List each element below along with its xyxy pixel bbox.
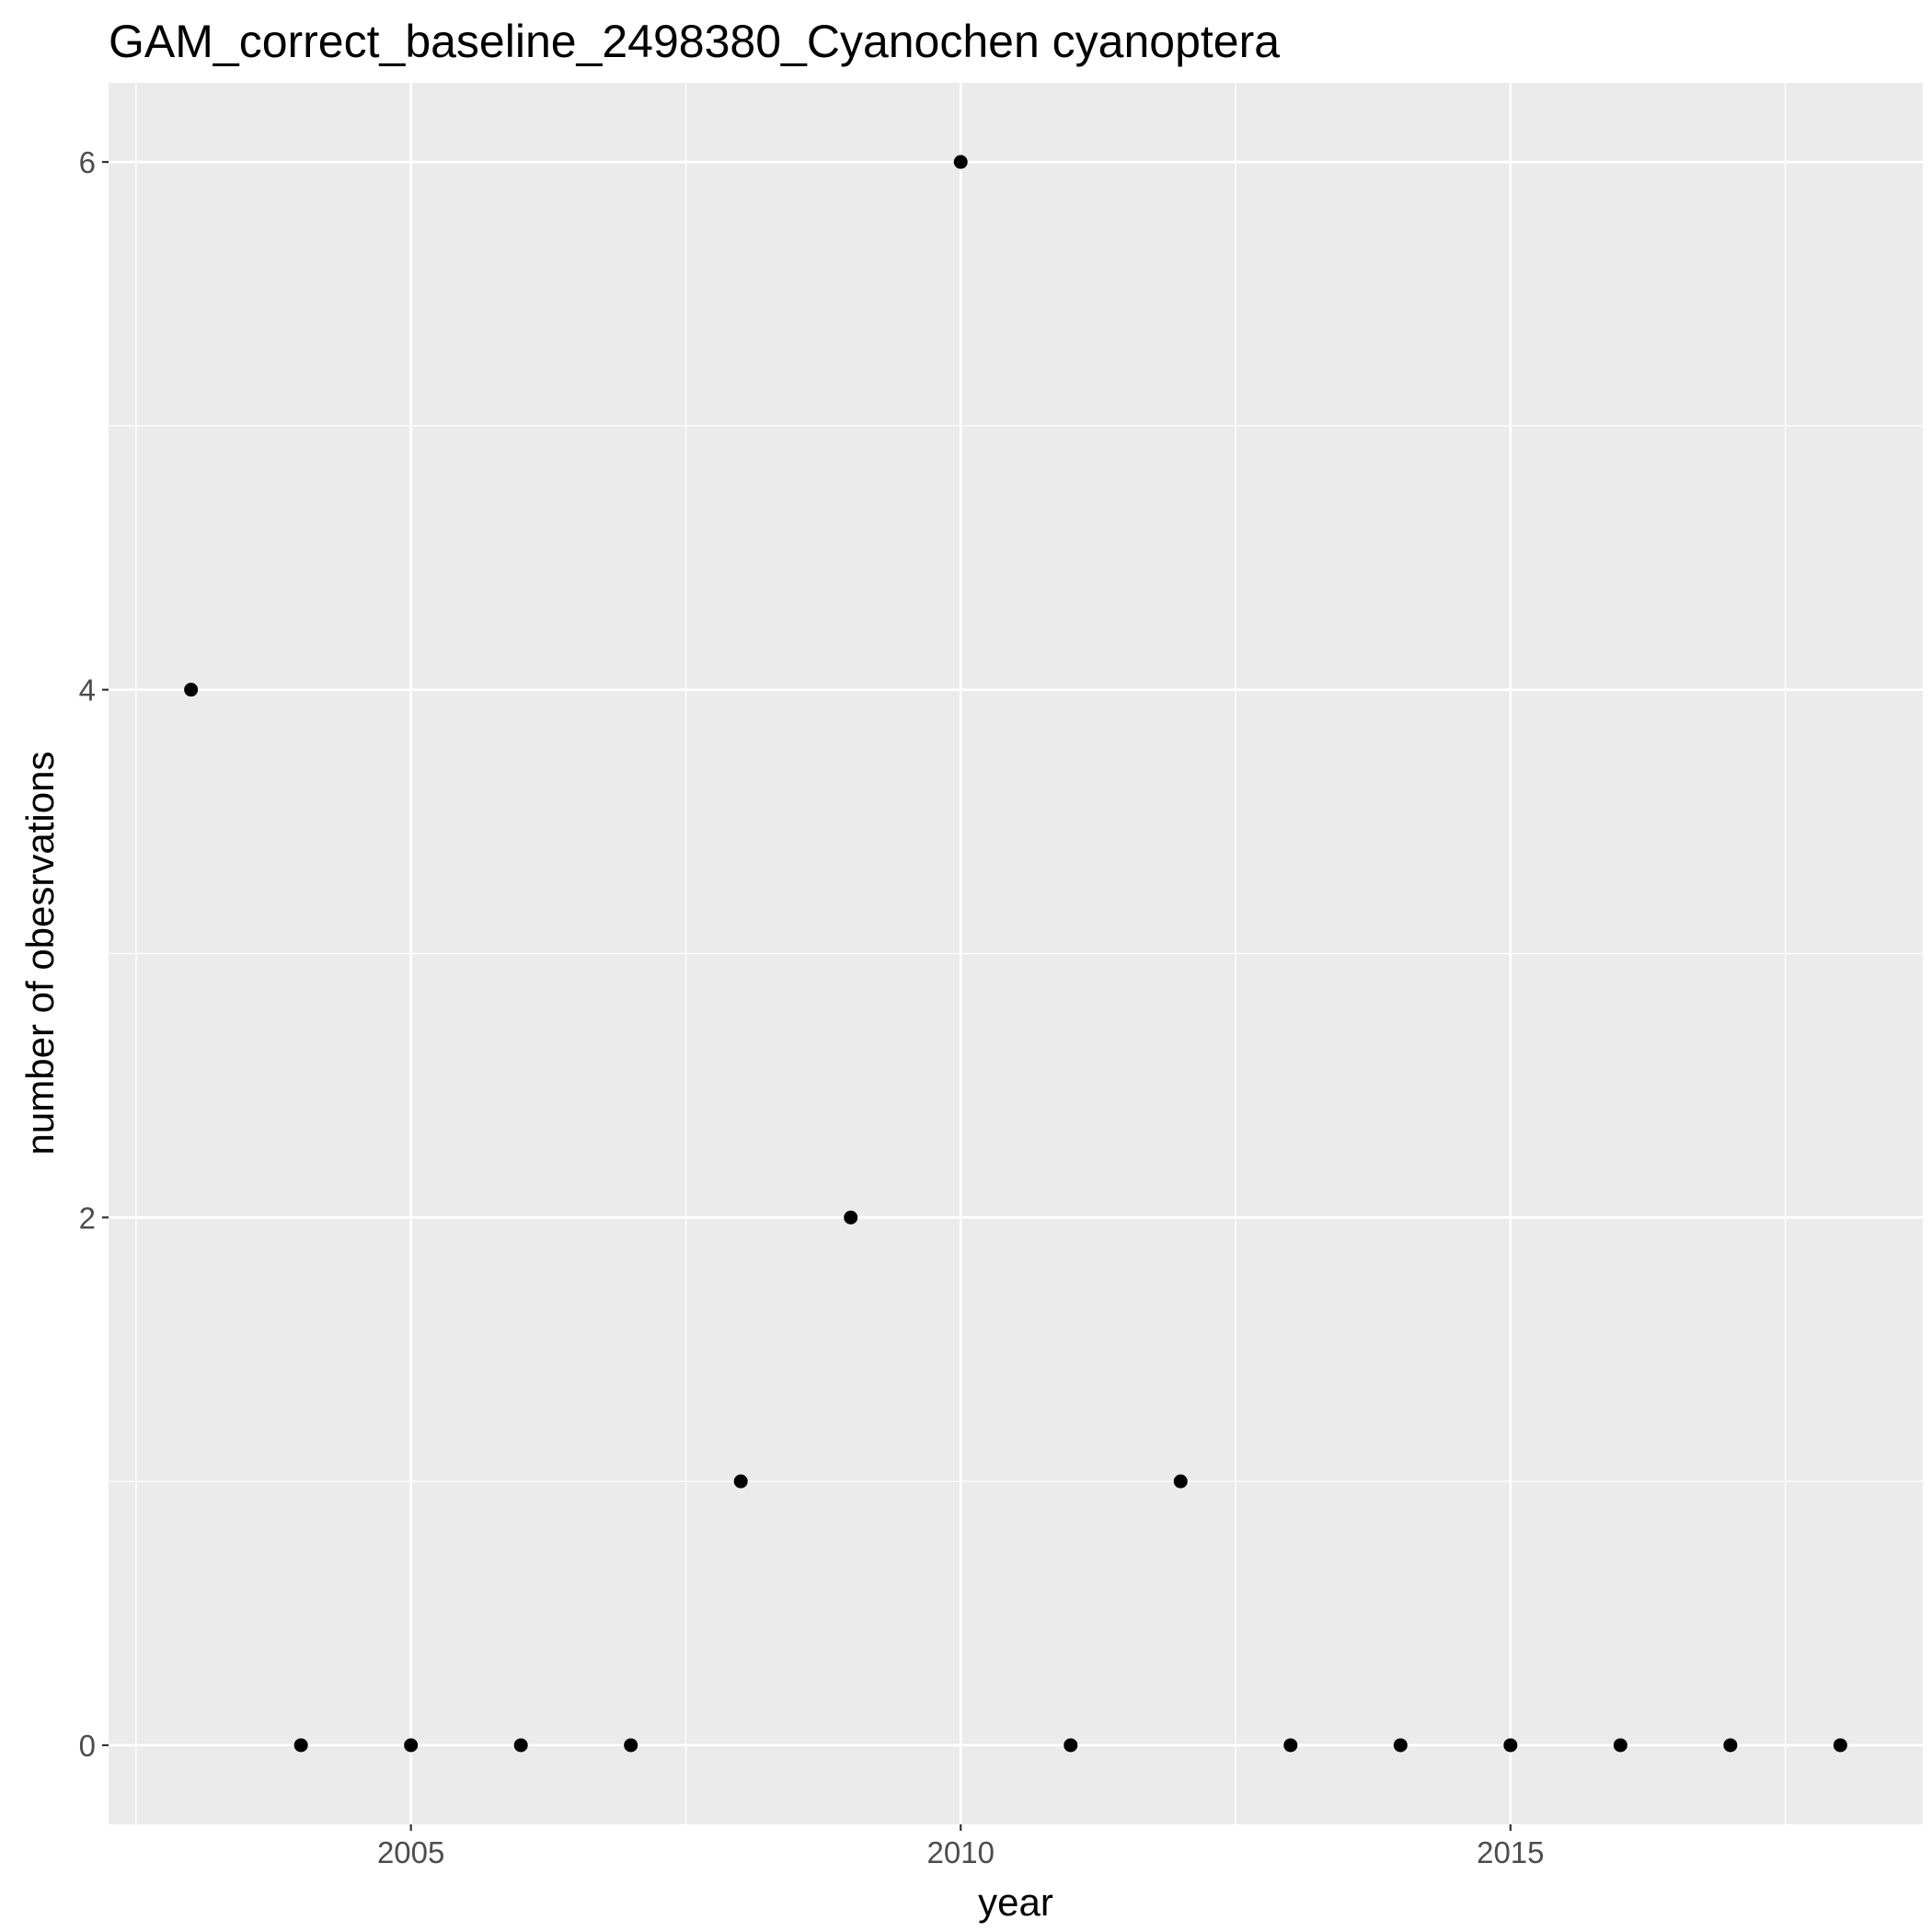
- x-tick-label: 2010: [927, 1835, 995, 1869]
- x-axis: 2005 2010 2015: [377, 1824, 1545, 1869]
- data-point: [733, 1474, 748, 1489]
- x-axis-label: year: [978, 1880, 1053, 1924]
- data-point: [1613, 1738, 1627, 1753]
- data-point: [1064, 1738, 1078, 1753]
- data-point: [624, 1738, 638, 1753]
- x-tick-label: 2015: [1477, 1835, 1544, 1869]
- minor-gridlines: [109, 83, 1923, 1824]
- data-point: [953, 155, 968, 169]
- y-tick-label: 4: [79, 673, 96, 707]
- data-point: [1283, 1738, 1298, 1753]
- data-point: [404, 1738, 419, 1753]
- data-point: [1503, 1738, 1518, 1753]
- data-point: [513, 1738, 528, 1753]
- data-points: [184, 155, 1847, 1753]
- y-tick-label: 6: [79, 145, 96, 179]
- data-point: [1393, 1738, 1408, 1753]
- y-axis: 0 2 4 6: [79, 145, 109, 1763]
- x-tick-label: 2005: [377, 1835, 444, 1869]
- y-tick-label: 2: [79, 1201, 96, 1235]
- data-point: [1833, 1738, 1847, 1753]
- y-tick-label: 0: [79, 1729, 96, 1763]
- chart-title: GAM_correct_baseline_2498380_Cyanochen c…: [109, 16, 1280, 67]
- data-point: [184, 683, 199, 697]
- data-point: [1723, 1738, 1738, 1753]
- y-axis-label: number of obesrvations: [18, 752, 62, 1156]
- data-point: [844, 1210, 858, 1225]
- data-point: [293, 1738, 308, 1753]
- data-point: [1173, 1474, 1188, 1489]
